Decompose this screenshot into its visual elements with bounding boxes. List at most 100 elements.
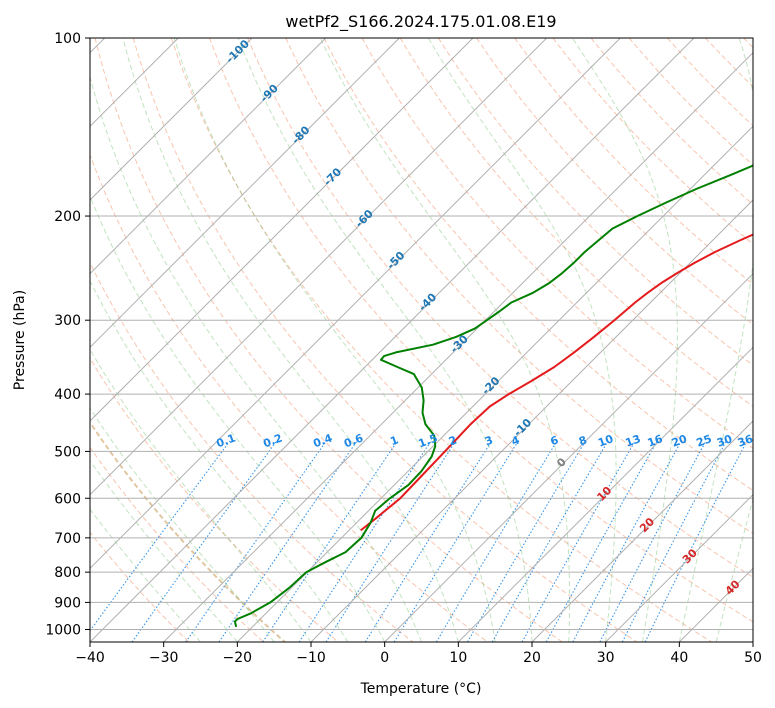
x-tick-label: 20 [523,650,541,666]
dry-adiabat-line [247,38,753,578]
y-tick-label: 300 [54,313,81,329]
dry-adiabat-line [209,38,753,623]
mixing-ratio-label: 6 [549,433,561,448]
dry-adiabat-line [514,38,753,285]
x-tick-label: −10 [296,650,326,666]
isotherm-gridline [90,38,400,349]
dry-adiabat-line [170,38,712,642]
x-tick-label: −20 [223,650,253,666]
isotherm-gridline [163,51,753,642]
isotherm-gridline [531,420,753,642]
moist-adiabat-line [571,38,678,642]
dry-adiabat-line [437,38,753,366]
mixing-ratio-line [545,440,658,642]
x-tick-label: 30 [597,650,615,666]
mixing-ratio-line [218,440,358,642]
mixing-ratio-label: 4 [510,433,522,448]
mixing-ratio-line [572,440,682,642]
mixing-ratio-line [185,440,327,642]
y-tick-label: 500 [54,444,81,460]
mixing-ratio-label: 36 [736,432,755,450]
mixing-ratio-line [262,440,399,642]
y-tick-label: 900 [54,595,81,611]
dry-adiabat-line [90,261,414,642]
isotherm-gridline [90,38,548,496]
mixing-ratio-line [621,440,727,642]
isotherm-gridline [90,38,253,201]
mixing-ratio-line [325,440,457,642]
axes: −40 −30 −20 −10 0 10 20 30 40 5010020030040050060… [45,31,762,666]
temperature-line [360,233,753,532]
y-tick-label: 200 [54,209,81,225]
moist-adiabat-line [173,38,496,642]
mixing-ratio-line [364,440,493,642]
moist-adiabat-line [122,38,459,642]
moist-adiabat-line [678,38,753,642]
isotherm-gridline [90,38,695,642]
mixing-ratio-line [599,440,707,642]
y-tick-label: 1000 [45,622,81,638]
dry-adiabat-line [285,38,753,535]
isotherm-gridline [310,199,753,642]
dry-adiabat-line [90,446,264,642]
mixing-ratio-label: 1.5 [417,432,440,451]
moist-adiabat-line [237,38,533,642]
mixing-ratio-line [435,440,558,642]
mixing-ratio-label: 8 [577,434,589,449]
x-tick-label: 50 [744,650,762,666]
mixing-ratio-line [131,440,278,642]
isotherm-gridline [384,272,753,642]
x-tick-label: 40 [670,650,688,666]
moist-adiabat-line [319,38,570,642]
x-tick-label: −40 [75,650,105,666]
plot-area: -100-90-80-70-60-50-40-30-20-10010203040… [90,38,755,642]
mixing-ratio-label: 1 [388,434,400,449]
reference-adiabat-line [90,420,286,642]
x-axis-label: Temperature (°C) [360,681,482,697]
y-tick-label: 800 [54,565,81,581]
series [233,164,753,628]
mixing-ratio-label: 13 [624,432,643,449]
mixing-ratio-line [467,440,586,642]
curve-labels: -100-90-80-70-60-50-40-30-20-10010203040… [215,38,755,598]
moist-adiabat-line [715,497,753,642]
y-tick-label: 100 [54,31,81,47]
y-axis-label: Pressure (hPa) [12,290,28,390]
mixing-ratio-label: 0.6 [342,431,365,450]
mixing-ratio-label: 0.2 [261,432,284,451]
grid [90,38,753,642]
dry-adiabat-line [90,357,339,642]
x-tick-label: 0 [380,650,389,666]
mixing-ratio-line [298,440,432,642]
dry-adiabat-line [94,38,563,642]
plot-frame [89,37,754,643]
moist-adiabat-line [90,194,386,642]
mixing-ratio-label: 16 [646,432,665,450]
dry-adiabat-line [132,38,638,642]
mixing-ratio-label: 0.4 [311,431,334,450]
dry-adiabat-line [552,38,753,245]
x-tick-label: 10 [449,650,467,666]
dry-adiabat-line [628,38,753,166]
mixing-ratio-label: 30 [715,432,734,450]
mixing-ratio-label: 20 [670,432,689,450]
dry-adiabat-line [399,38,753,408]
dewpoint-line [233,164,753,628]
isotherm-gridline [457,346,753,642]
isotherm-gridline [90,38,327,275]
mixing-ratio-label: 10 [596,432,615,450]
mixing-ratio-label: 3 [483,434,495,449]
y-tick-label: 400 [54,387,81,403]
isotherm-gridline [236,125,753,642]
isotherm-gridline [90,38,621,570]
isotherm-gridline [90,38,474,422]
mixing-ratio-label: 2 [447,434,459,449]
x-tick-label: −30 [149,650,179,666]
y-tick-label: 700 [54,531,81,547]
dry-adiabat-line [323,38,753,492]
y-tick-label: 600 [54,491,81,507]
mixing-ratio-label: 25 [695,432,714,449]
moist-adiabat-line [90,407,275,642]
isotherm-gridline [605,493,753,642]
